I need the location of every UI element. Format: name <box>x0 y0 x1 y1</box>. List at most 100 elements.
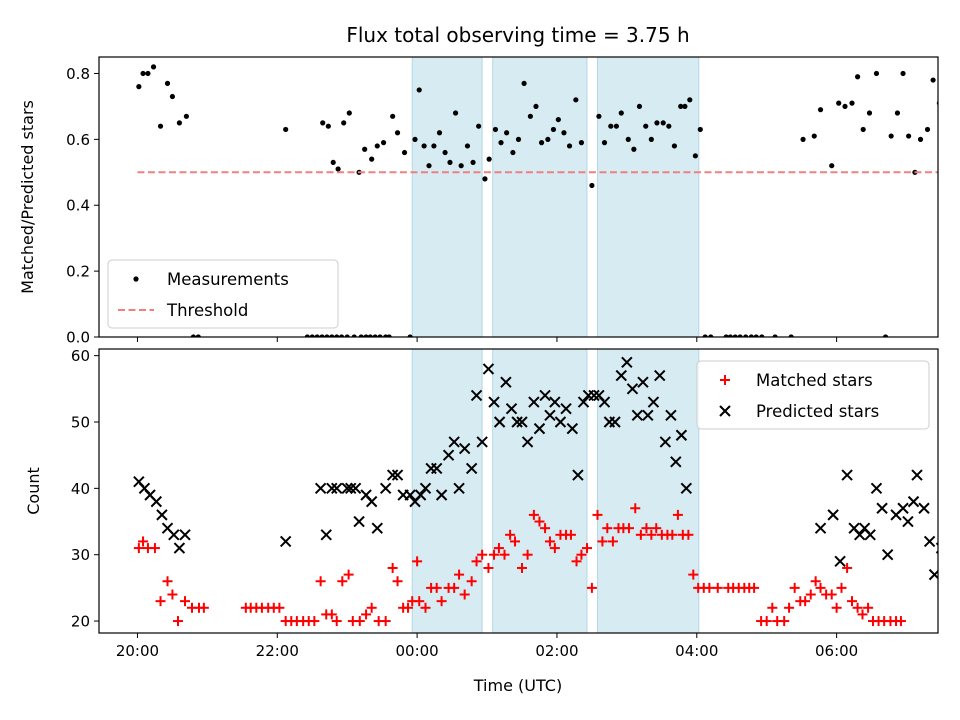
measurements-point <box>169 93 176 100</box>
measurements-point <box>492 126 499 133</box>
legend: Measurements Threshold <box>107 259 339 329</box>
measurements-point <box>800 136 806 142</box>
predicted-stars-point <box>458 442 471 455</box>
measurements-point <box>873 70 880 77</box>
matched-stars-point <box>414 596 425 607</box>
matched-stars-point <box>810 576 821 587</box>
predicted-stars-point-b <box>923 535 936 548</box>
predicted-stars-point <box>560 403 572 415</box>
predicted-stars-point-b <box>470 389 483 402</box>
matched-stars-legend-label: Matched stars <box>756 371 873 390</box>
measurements-point <box>442 149 448 156</box>
predicted-stars-point-b <box>179 529 191 541</box>
predicted-stars-point <box>511 416 523 428</box>
measurements-point <box>394 130 401 136</box>
predicted-stars-point-b <box>858 522 871 534</box>
predicted-stars-point <box>414 489 427 501</box>
predicted-stars-point <box>173 542 186 554</box>
measurements-point <box>682 103 688 110</box>
predicted-stars-point-b <box>876 502 888 514</box>
predicted-stars-point-b <box>870 482 883 495</box>
matched-stars-point <box>459 589 470 600</box>
measurements-point <box>324 334 330 337</box>
predicted-stars-point-b <box>488 396 500 408</box>
measurements-point <box>498 140 504 146</box>
observing-window-2 <box>492 348 588 634</box>
predicted-stars-point <box>577 396 590 408</box>
x-tick-label: 06:00 <box>815 642 858 660</box>
measurements-legend-swatch <box>133 276 139 282</box>
count-panel: 20 30 40 50 60 20:00 22:00 00:00 02:00 04:00 06:00… <box>24 347 939 660</box>
x-tick-label: 04:00 <box>675 642 718 660</box>
measurements-point <box>566 143 573 149</box>
predicted-stars-point <box>353 515 365 528</box>
matched-stars-point <box>576 549 587 560</box>
measurements-point <box>555 116 561 123</box>
measurements-point <box>329 334 335 337</box>
measurements-point <box>854 74 861 80</box>
predicted-stars-point <box>549 396 561 408</box>
predicted-stars-legend-swatch-b <box>719 405 731 417</box>
measurements-point <box>486 156 492 162</box>
predicted-stars-point <box>827 509 839 521</box>
chart-title: Flux total observing time = 3.75 h <box>346 23 689 47</box>
predicted-stars-point <box>476 436 488 448</box>
predicted-stars-point <box>918 502 930 514</box>
predicted-stars-point-b <box>414 489 427 501</box>
predicted-stars-point-b <box>331 482 343 495</box>
matched-stars-point <box>431 582 442 593</box>
y-tick-label: 40 <box>71 480 90 498</box>
predicted-stars-point-b <box>144 489 156 501</box>
predicted-stars-point-b <box>371 522 383 534</box>
measurements-point <box>401 149 408 156</box>
measurements-point <box>335 166 341 172</box>
predicted-stars-legend-swatch <box>719 405 731 417</box>
predicted-stars-point-b <box>465 462 478 475</box>
matched-stars-point <box>466 576 477 587</box>
matched-stars-point <box>331 616 342 627</box>
predicted-stars-point-b <box>621 356 633 368</box>
matched-stars-point <box>522 549 533 560</box>
predicted-stars-point-b <box>482 363 495 375</box>
measurements-point <box>596 113 602 119</box>
matched-stars-point <box>607 536 618 547</box>
predicted-stars-point-b <box>360 489 372 501</box>
predicted-stars-point <box>659 436 672 448</box>
predicted-stars-point-b <box>598 396 611 408</box>
measurements-point <box>917 136 924 142</box>
predicted-stars-point-b <box>379 482 392 495</box>
predicted-stars-point <box>404 489 416 501</box>
matched-stars-point <box>387 562 398 573</box>
matched-stars-point <box>366 602 377 613</box>
x-axis-title: Time (UTC) <box>473 676 562 695</box>
predicted-stars-point <box>621 356 633 368</box>
matched-stars-point <box>354 616 365 627</box>
matched-stars-point <box>805 589 816 600</box>
predicted-stars-point <box>841 469 853 481</box>
predicted-stars-point-b <box>430 462 443 475</box>
matched-stars-point <box>895 616 906 627</box>
matched-stars-point <box>852 602 863 613</box>
predicted-stars-point <box>442 449 455 461</box>
measurements-point <box>283 126 289 133</box>
plot-area <box>136 64 938 337</box>
measurements-point <box>380 140 387 146</box>
observing-window-1 <box>411 56 483 338</box>
measurements-point <box>521 80 527 86</box>
measurements-point <box>759 334 765 337</box>
matched-stars-point <box>493 543 504 554</box>
predicted-stars-point <box>386 469 399 481</box>
matched-stars-point <box>857 609 868 620</box>
measurements-point <box>648 136 654 142</box>
predicted-stars-point-b <box>848 522 860 534</box>
measurements-point <box>550 126 557 133</box>
y-tick-label: 0.6 <box>66 131 90 149</box>
measurements-point <box>436 130 443 136</box>
matched-stars-point <box>343 569 354 580</box>
matched-stars-point <box>534 516 545 527</box>
predicted-stars-point <box>482 363 495 375</box>
predicted-stars-point-b <box>168 529 180 541</box>
matched-stars-point <box>630 503 641 514</box>
measurements-point <box>363 334 369 337</box>
predicted-stars-point-b <box>314 482 327 495</box>
